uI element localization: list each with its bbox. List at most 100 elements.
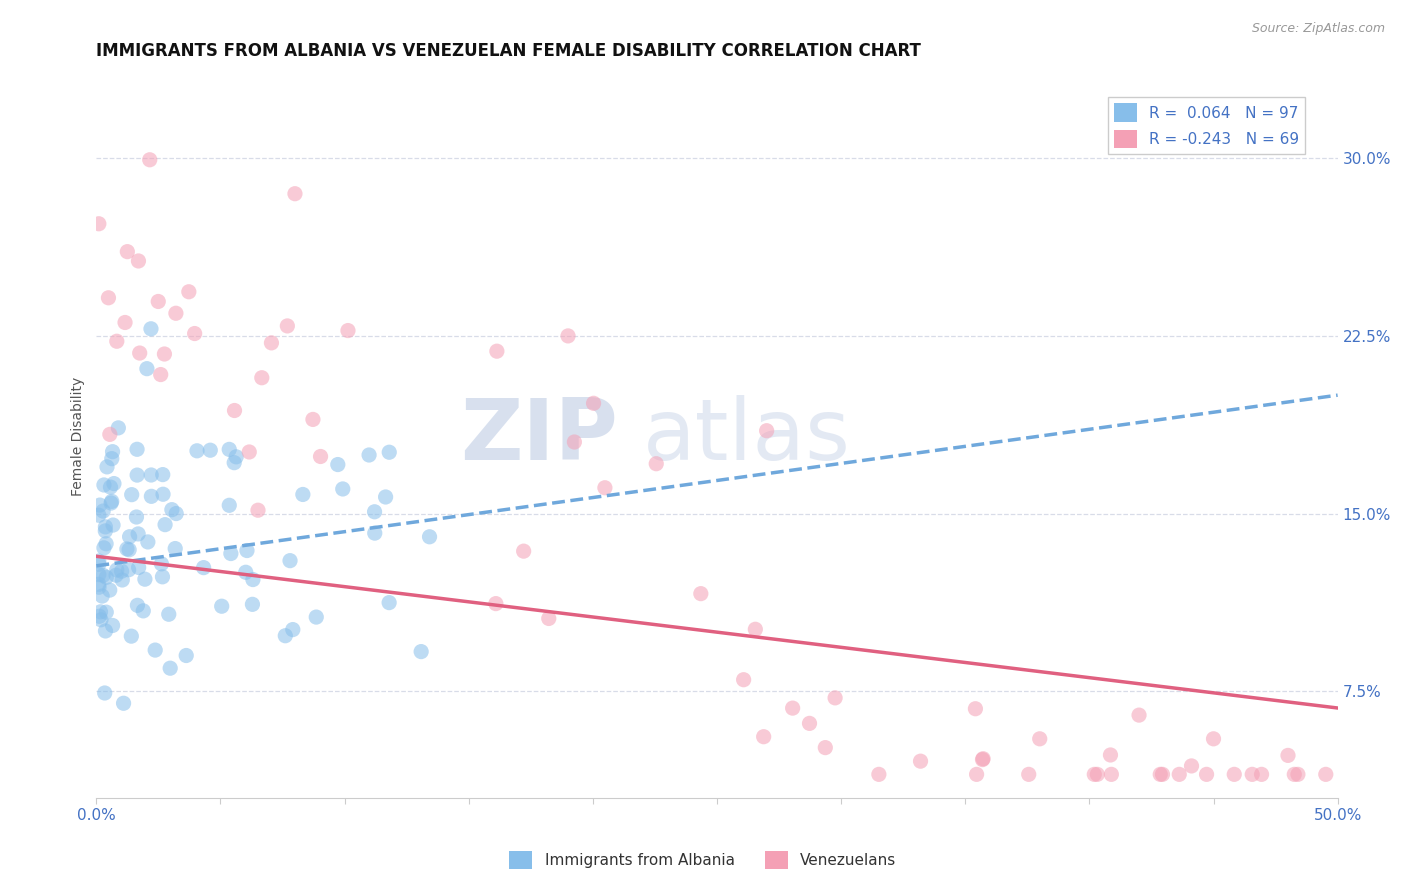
- Point: [1202, 731, 1225, 746]
- Point: [235, 566, 257, 580]
- Point: [1286, 767, 1309, 781]
- Point: [1018, 767, 1040, 781]
- Point: [141, 489, 163, 503]
- Point: [115, 541, 138, 556]
- Point: [224, 403, 246, 417]
- Point: [117, 563, 139, 577]
- Point: [224, 456, 246, 470]
- Point: [135, 361, 157, 376]
- Point: [143, 643, 166, 657]
- Point: [94, 624, 117, 638]
- Point: [274, 629, 297, 643]
- Point: [153, 517, 176, 532]
- Point: [378, 445, 401, 459]
- Point: [87, 577, 110, 591]
- Point: [165, 306, 187, 320]
- Point: [93, 478, 115, 492]
- Point: [799, 716, 821, 731]
- Point: [1152, 767, 1174, 781]
- Point: [291, 487, 314, 501]
- Point: [98, 583, 121, 598]
- Point: [1241, 767, 1264, 781]
- Point: [378, 596, 401, 610]
- Point: [107, 421, 129, 435]
- Point: [138, 153, 160, 167]
- Point: [1180, 759, 1202, 773]
- Point: [165, 541, 187, 556]
- Point: [200, 443, 222, 458]
- Point: [582, 396, 605, 410]
- Point: [363, 505, 385, 519]
- Point: [1277, 748, 1299, 763]
- Point: [105, 568, 128, 582]
- Point: [193, 560, 215, 574]
- Point: [87, 567, 110, 582]
- Point: [1128, 708, 1150, 723]
- Point: [177, 285, 200, 299]
- Text: ZIP: ZIP: [460, 395, 617, 478]
- Point: [225, 450, 247, 464]
- Point: [93, 541, 115, 555]
- Point: [755, 424, 778, 438]
- Point: [149, 368, 172, 382]
- Point: [120, 629, 142, 643]
- Text: atlas: atlas: [643, 395, 851, 478]
- Point: [238, 445, 260, 459]
- Point: [965, 702, 987, 716]
- Point: [153, 347, 176, 361]
- Point: [1085, 767, 1108, 781]
- Point: [90, 613, 112, 627]
- Point: [101, 451, 124, 466]
- Point: [100, 496, 122, 510]
- Point: [91, 504, 114, 518]
- Point: [165, 507, 187, 521]
- Point: [183, 326, 205, 341]
- Point: [89, 609, 111, 624]
- Point: [281, 623, 304, 637]
- Point: [87, 508, 110, 523]
- Point: [411, 644, 433, 658]
- Point: [141, 468, 163, 483]
- Point: [112, 696, 135, 710]
- Point: [242, 598, 264, 612]
- Point: [160, 502, 183, 516]
- Point: [139, 322, 162, 336]
- Point: [1284, 767, 1306, 781]
- Point: [336, 324, 359, 338]
- Point: [87, 580, 110, 594]
- Point: [782, 701, 804, 715]
- Point: [96, 459, 118, 474]
- Point: [512, 544, 534, 558]
- Point: [1099, 767, 1122, 781]
- Point: [485, 597, 508, 611]
- Point: [157, 607, 180, 622]
- Point: [910, 754, 932, 768]
- Point: [121, 488, 143, 502]
- Point: [152, 570, 174, 584]
- Point: [152, 487, 174, 501]
- Point: [127, 527, 149, 541]
- Point: [148, 294, 170, 309]
- Point: [326, 458, 349, 472]
- Point: [96, 570, 118, 584]
- Point: [127, 468, 149, 483]
- Text: Source: ZipAtlas.com: Source: ZipAtlas.com: [1251, 22, 1385, 36]
- Point: [100, 480, 122, 494]
- Point: [419, 530, 441, 544]
- Point: [689, 587, 711, 601]
- Point: [117, 244, 139, 259]
- Point: [101, 618, 124, 632]
- Point: [98, 427, 121, 442]
- Text: IMMIGRANTS FROM ALBANIA VS VENEZUELAN FEMALE DISABILITY CORRELATION CHART: IMMIGRANTS FROM ALBANIA VS VENEZUELAN FE…: [97, 42, 921, 60]
- Point: [159, 661, 181, 675]
- Point: [868, 767, 890, 781]
- Point: [94, 520, 117, 534]
- Point: [186, 443, 208, 458]
- Point: [94, 524, 117, 538]
- Point: [174, 648, 197, 663]
- Point: [87, 217, 110, 231]
- Point: [97, 291, 120, 305]
- Point: [645, 457, 668, 471]
- Point: [105, 334, 128, 349]
- Point: [593, 481, 616, 495]
